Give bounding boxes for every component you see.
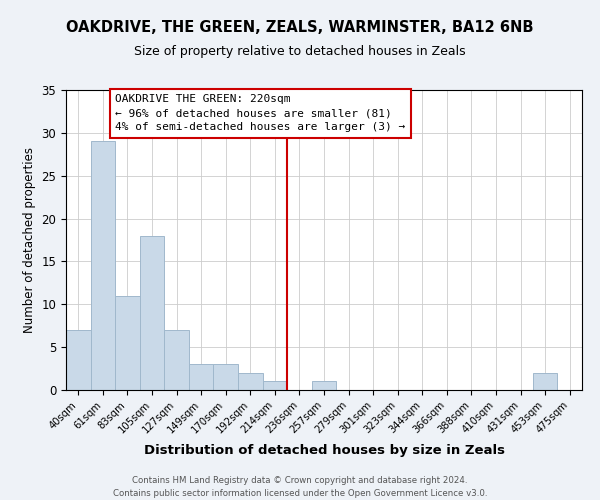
Text: OAKDRIVE THE GREEN: 220sqm
← 96% of detached houses are smaller (81)
4% of semi-: OAKDRIVE THE GREEN: 220sqm ← 96% of deta… <box>115 94 406 132</box>
Bar <box>66 330 91 390</box>
Bar <box>263 382 287 390</box>
Bar <box>214 364 238 390</box>
Y-axis label: Number of detached properties: Number of detached properties <box>23 147 36 333</box>
Bar <box>164 330 189 390</box>
Bar <box>238 373 263 390</box>
Bar <box>91 142 115 390</box>
Bar <box>312 382 336 390</box>
Bar <box>189 364 214 390</box>
Text: OAKDRIVE, THE GREEN, ZEALS, WARMINSTER, BA12 6NB: OAKDRIVE, THE GREEN, ZEALS, WARMINSTER, … <box>66 20 534 35</box>
Bar <box>115 296 140 390</box>
Text: Contains public sector information licensed under the Open Government Licence v3: Contains public sector information licen… <box>113 488 487 498</box>
Bar <box>140 236 164 390</box>
Text: Contains HM Land Registry data © Crown copyright and database right 2024.: Contains HM Land Registry data © Crown c… <box>132 476 468 485</box>
Bar <box>533 373 557 390</box>
Text: Size of property relative to detached houses in Zeals: Size of property relative to detached ho… <box>134 45 466 58</box>
X-axis label: Distribution of detached houses by size in Zeals: Distribution of detached houses by size … <box>143 444 505 456</box>
